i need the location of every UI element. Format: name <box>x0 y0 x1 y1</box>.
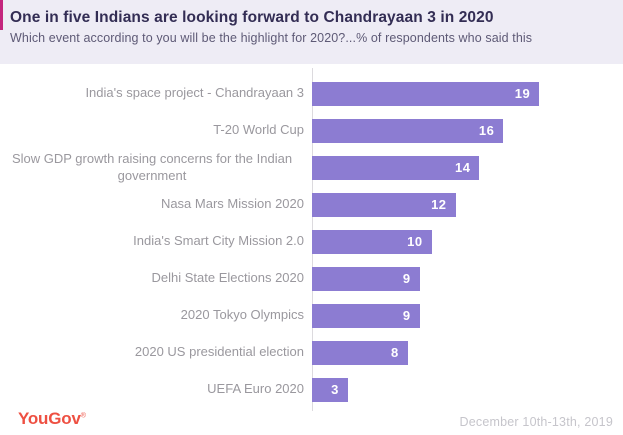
bar: 3 <box>312 377 348 402</box>
bar-track: 19 <box>312 81 623 106</box>
bar-category-label: 2020 Tokyo Olympics <box>180 307 304 323</box>
bar-value: 19 <box>514 86 531 101</box>
chart-subtitle: Which event according to you will be the… <box>10 30 533 45</box>
bar-chart: India's space project - Chandrayaan 3 19… <box>0 68 623 411</box>
bar-row: India's Smart City Mission 2.0 10 <box>0 223 623 260</box>
bar-track: 14 <box>312 155 623 180</box>
bar-row: India's space project - Chandrayaan 3 19 <box>0 75 623 112</box>
bar-row: UEFA Euro 2020 3 <box>0 371 623 408</box>
bar-value: 14 <box>454 160 471 175</box>
bar: 14 <box>312 155 480 180</box>
chart-header: One in five Indians are looking forward … <box>0 0 623 64</box>
bar-track: 9 <box>312 266 623 291</box>
bar-category-label: India's space project - Chandrayaan 3 <box>85 85 304 101</box>
bar-value: 9 <box>402 271 411 286</box>
bar-category-label: Slow GDP growth raising concerns for the… <box>11 150 293 183</box>
bar: 19 <box>312 81 540 106</box>
bar: 16 <box>312 118 504 143</box>
bar-value: 16 <box>478 123 495 138</box>
yougov-logo: YouGov® <box>18 409 86 428</box>
bar-value: 3 <box>331 382 339 397</box>
bar: 9 <box>312 303 420 328</box>
bar-track: 3 <box>312 377 623 402</box>
bar: 9 <box>312 266 420 291</box>
bar-value: 8 <box>390 345 399 360</box>
bar-row: T-20 World Cup 16 <box>0 112 623 149</box>
bar-value: 10 <box>407 234 423 249</box>
bar-category-label: Delhi State Elections 2020 <box>151 270 304 286</box>
bar-row: 2020 Tokyo Olympics 9 <box>0 297 623 334</box>
date-label: December 10th-13th, 2019 <box>459 415 613 429</box>
bar-value: 9 <box>402 308 411 323</box>
bar: 8 <box>312 340 408 365</box>
bar-category-label: Nasa Mars Mission 2020 <box>160 196 304 212</box>
chart-footer: YouGov® December 10th-13th, 2019 <box>0 408 623 435</box>
bar-rows: India's space project - Chandrayaan 3 19… <box>0 75 623 408</box>
bar-track: 16 <box>312 118 623 143</box>
bar-row: Nasa Mars Mission 2020 12 <box>0 186 623 223</box>
bar-category-label: 2020 US presidential election <box>134 344 304 360</box>
bar-track: 10 <box>312 229 623 254</box>
bar-category-label: India's Smart City Mission 2.0 <box>133 233 304 249</box>
bar: 12 <box>312 192 456 217</box>
bar-track: 8 <box>312 340 623 365</box>
chart-title: One in five Indians are looking forward … <box>10 9 494 26</box>
bar-row: 2020 US presidential election 8 <box>0 334 623 371</box>
bar-value: 12 <box>431 197 447 212</box>
accent-bar <box>0 0 3 30</box>
bar-track: 9 <box>312 303 623 328</box>
bar-category-label: UEFA Euro 2020 <box>207 381 304 397</box>
bar-category-label: T-20 World Cup <box>213 122 304 138</box>
bar-track: 12 <box>312 192 623 217</box>
bar-row: Slow GDP growth raising concerns for the… <box>0 149 623 186</box>
bar: 10 <box>312 229 432 254</box>
bar-row: Delhi State Elections 2020 9 <box>0 260 623 297</box>
